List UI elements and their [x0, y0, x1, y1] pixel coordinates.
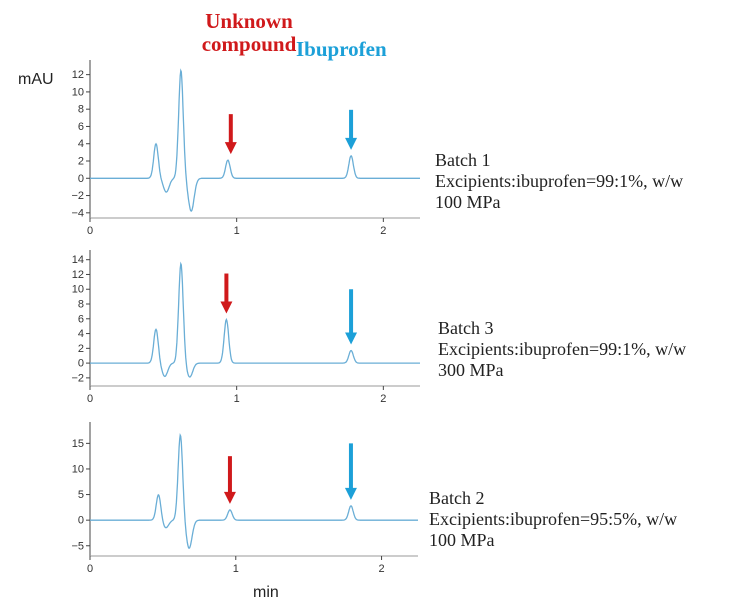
panel1-ibuprofen-arrow-head — [345, 137, 358, 150]
batch3-name: Batch 3 — [438, 318, 494, 338]
panel1-y-tick-label: 4 — [78, 138, 84, 150]
panel2-y-tick-label: −2 — [71, 372, 84, 384]
panel3-ibuprofen-arrow-head — [344, 487, 357, 500]
panel2-trace — [90, 261, 420, 378]
panel1-y-tick-label: 8 — [78, 104, 84, 116]
panel2-y-tick-label: 8 — [78, 299, 84, 311]
panel2-x-tick-label: 2 — [380, 393, 386, 405]
panel2-y-tick-label: 0 — [78, 358, 84, 370]
y-axis-unit-label: mAU — [18, 71, 54, 88]
batch1-annotation: Batch 1 Excipients:ibuprofen=99:1%, w/w … — [435, 150, 683, 213]
batch3-pressure: 300 MPa — [438, 360, 504, 380]
panel3-x-tick-label: 2 — [378, 563, 384, 575]
ibuprofen-label: Ibuprofen — [296, 37, 387, 61]
panel1-y-tick-label: 6 — [78, 121, 84, 133]
panel3-y-tick-label: 10 — [72, 463, 84, 475]
x-axis-unit-label: min — [253, 584, 279, 601]
panel2-y-tick-label: 4 — [78, 328, 84, 340]
panel3-x-tick-label: 1 — [233, 563, 239, 575]
panel2-ibuprofen-arrow-head — [345, 332, 358, 345]
panel3-y-tick-label: −5 — [71, 540, 84, 552]
panel2-unknown-arrow-head — [220, 301, 233, 314]
batch1-ratio: Excipients:ibuprofen=99:1%, w/w — [435, 171, 684, 191]
panel1-unknown-arrow-head — [224, 142, 237, 155]
batch2-ratio: Excipients:ibuprofen=95:5%, w/w — [429, 509, 678, 529]
panel2-x-tick-label: 0 — [87, 393, 93, 405]
batch2-pressure: 100 MPa — [429, 530, 495, 550]
panel3-x-tick-label: 0 — [87, 563, 93, 575]
panel1-trace — [90, 68, 420, 213]
batch2-annotation: Batch 2 Excipients:ibuprofen=95:5%, w/w … — [429, 488, 677, 551]
unknown-compound-label: Unknown compound — [201, 9, 297, 56]
panel1-x-tick-label: 0 — [87, 225, 93, 237]
panel1-y-tick-label: −4 — [71, 207, 84, 219]
batch3-ratio: Excipients:ibuprofen=99:1%, w/w — [438, 339, 687, 359]
panel1-y-tick-label: 2 — [78, 156, 84, 168]
panel3-y-tick-label: 15 — [72, 438, 84, 450]
panel3-y-tick-label: 5 — [78, 489, 84, 501]
panel1-y-tick-label: −2 — [71, 190, 84, 202]
batch2-name: Batch 2 — [429, 488, 485, 508]
panel1-y-tick-label: 12 — [72, 69, 84, 81]
panel3-trace — [90, 433, 418, 549]
batch3-annotation: Batch 3 Excipients:ibuprofen=99:1%, w/w … — [438, 318, 686, 381]
batch1-name: Batch 1 — [435, 150, 491, 170]
panel1-x-tick-label: 1 — [234, 225, 240, 237]
panel2-y-tick-label: 10 — [72, 284, 84, 296]
panel2-y-tick-label: 14 — [72, 254, 84, 266]
panel1-x-tick-label: 2 — [380, 225, 386, 237]
panel2-y-tick-label: 12 — [72, 269, 84, 281]
panel1-y-tick-label: 10 — [72, 86, 84, 98]
panel2-x-tick-label: 1 — [234, 393, 240, 405]
panel1-y-tick-label: 0 — [78, 173, 84, 185]
panel3-unknown-arrow-head — [223, 491, 236, 504]
batch1-pressure: 100 MPa — [435, 192, 501, 212]
panel2-y-tick-label: 2 — [78, 343, 84, 355]
panel2-y-tick-label: 6 — [78, 313, 84, 325]
panel3-y-tick-label: 0 — [78, 515, 84, 527]
